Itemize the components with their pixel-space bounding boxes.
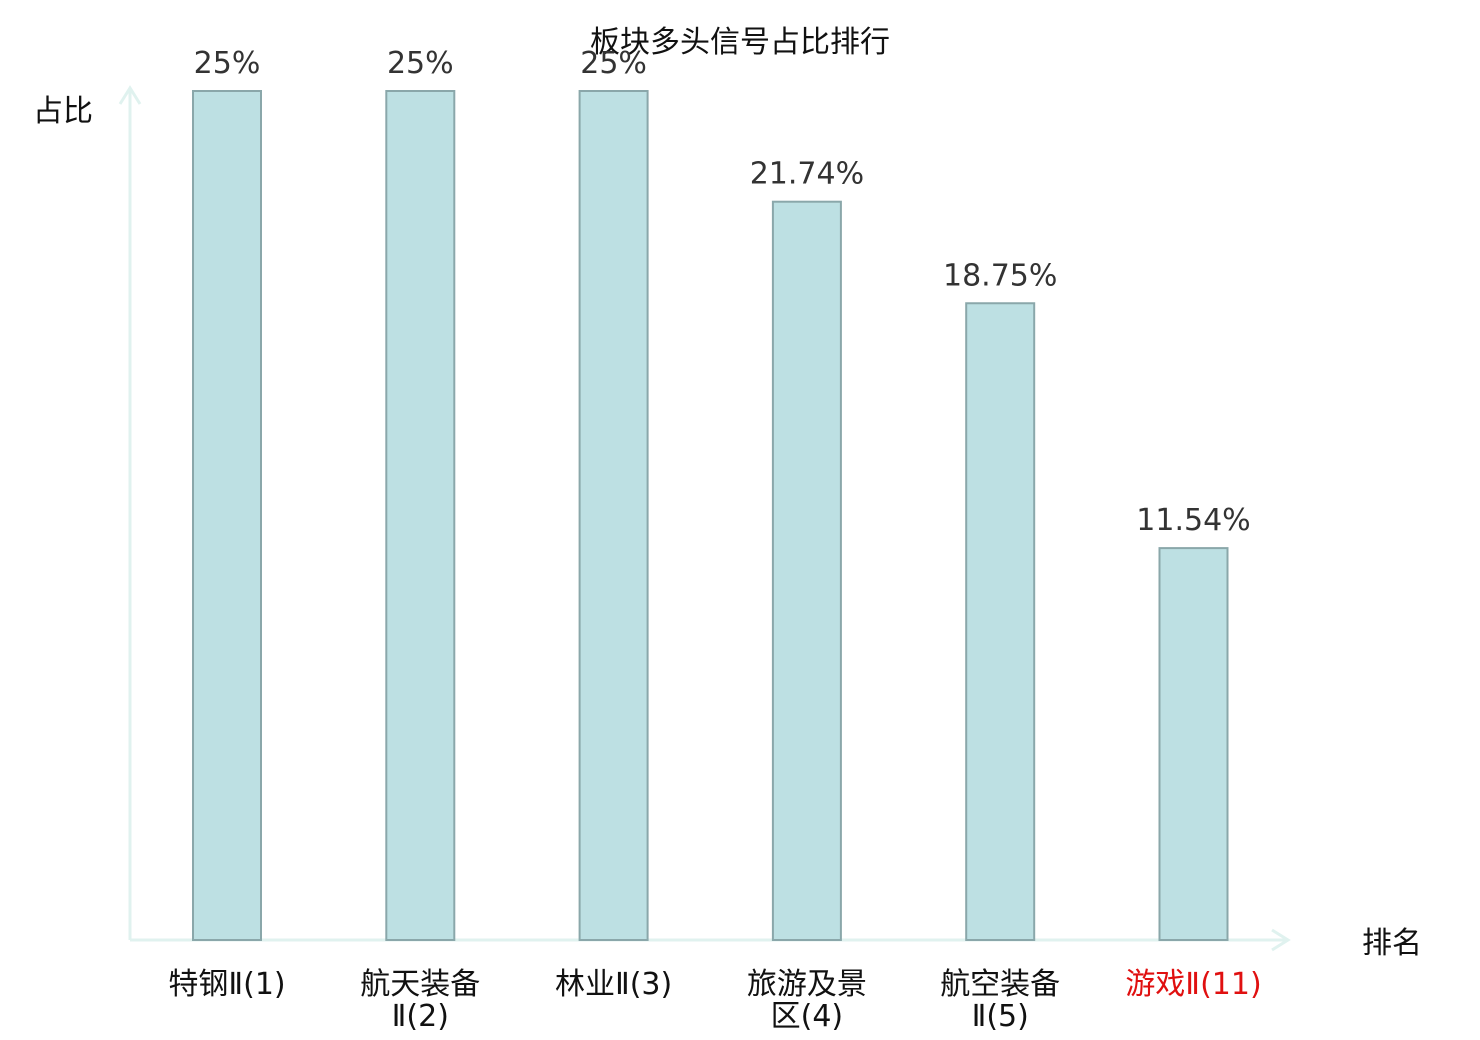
bar — [771, 200, 842, 941]
bar-value-label: 11.54% — [1136, 503, 1250, 538]
bar — [385, 90, 456, 941]
x-axis-label: 排名 — [1362, 926, 1422, 961]
x-tick-label: 航天装备 Ⅱ(2) — [360, 967, 480, 1034]
x-axis-arrow — [1271, 928, 1291, 952]
y-axis-label: 占比 — [33, 94, 93, 129]
chart-title: 板块多头信号占比排行 — [590, 25, 890, 60]
bar-value-label: 21.74% — [750, 157, 864, 192]
bar-value-label: 18.75% — [943, 258, 1057, 293]
bar-value-label: 25% — [387, 46, 454, 81]
bar — [965, 302, 1036, 941]
x-tick-label: 游戏Ⅱ(11) — [1125, 967, 1261, 1002]
x-tick-label: 航空装备 Ⅱ(5) — [940, 967, 1060, 1034]
bar-value-label: 25% — [194, 46, 261, 81]
x-tick-label: 旅游及景区(4) — [747, 967, 867, 1034]
x-tick-label: 特钢Ⅱ(1) — [168, 967, 285, 1002]
bar — [578, 90, 649, 941]
x-tick-label: 林业Ⅱ(3) — [555, 967, 672, 1002]
bar-value-label: 25% — [580, 46, 647, 81]
y-axis-arrow — [118, 85, 142, 105]
bar — [1158, 547, 1229, 942]
bar — [192, 90, 262, 941]
